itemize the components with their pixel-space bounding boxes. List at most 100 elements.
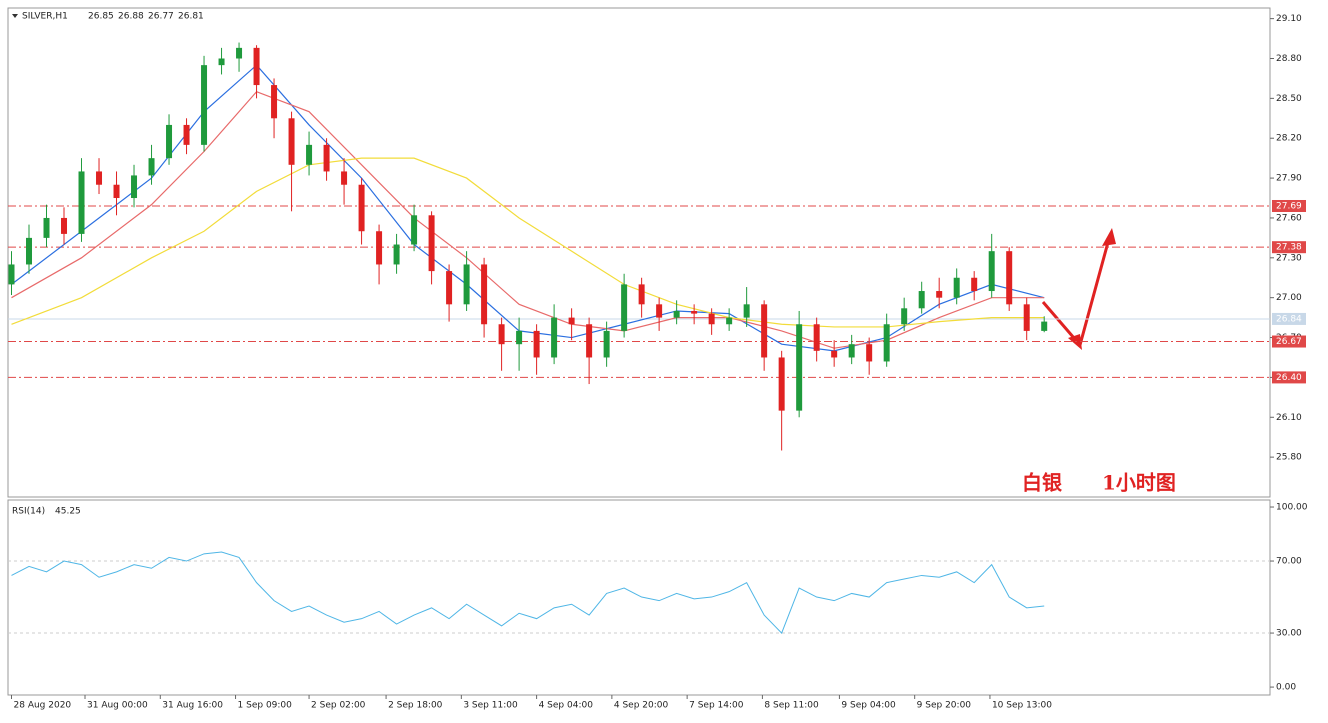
y-tick-label: 27.90	[1276, 174, 1302, 184]
candle-body	[306, 144, 313, 165]
candle	[201, 55, 208, 152]
candle	[971, 271, 978, 301]
candle	[796, 310, 803, 418]
candle	[936, 277, 943, 309]
candle-body	[691, 310, 698, 314]
candle	[166, 114, 173, 165]
header-low: 26.77	[148, 12, 174, 22]
y-tick-label: 28.20	[1276, 134, 1302, 144]
x-tick-label: 31 Aug 00:00	[87, 701, 148, 711]
menu-arrow[interactable]	[12, 14, 18, 18]
level-tag	[1272, 241, 1306, 254]
candle-body	[78, 171, 85, 234]
level-tag	[1272, 371, 1306, 384]
main-panel	[7, 7, 1271, 498]
candle	[428, 211, 435, 285]
x-tick-label: 2 Sep 02:00	[311, 701, 366, 711]
moving-average	[11, 91, 1045, 349]
candle-body	[533, 330, 540, 358]
candle-body	[708, 313, 715, 325]
rsi-tick-label: 0.00	[1276, 683, 1296, 693]
header-close: 26.81	[178, 12, 204, 22]
candle-body	[463, 264, 470, 305]
candle-body	[96, 171, 103, 185]
x-tick-label: 28 Aug 2020	[14, 701, 72, 711]
header-high: 26.88	[118, 12, 144, 22]
x-tick-label: 31 Aug 16:00	[162, 701, 223, 711]
candle	[621, 273, 628, 338]
candle	[393, 233, 400, 274]
x-tick-label: 7 Sep 14:00	[689, 701, 744, 711]
candle-body	[201, 65, 208, 145]
candle	[183, 118, 190, 155]
candle	[26, 224, 33, 274]
y-tick-label: 27.30	[1276, 253, 1302, 263]
candle-body	[971, 277, 978, 292]
current-price-label: 26.84	[1276, 314, 1302, 324]
y-tick-label: 27.60	[1276, 213, 1302, 223]
candle-body	[218, 58, 225, 66]
candle-body	[586, 324, 593, 358]
candle-body	[743, 304, 750, 318]
candle	[498, 317, 505, 371]
candle-body	[113, 184, 120, 199]
candle	[148, 144, 155, 185]
symbol: SILVER,H1	[22, 12, 68, 22]
rsi-value: 45.25	[55, 507, 81, 517]
candle-body	[551, 317, 558, 358]
candle-body	[516, 330, 523, 345]
candle-body	[761, 304, 768, 358]
rsi-tick-label: 70.00	[1276, 557, 1302, 567]
candle-body	[901, 308, 908, 325]
candle-body	[621, 284, 628, 331]
candle	[603, 321, 610, 367]
rsi-tick-label: 30.00	[1276, 629, 1302, 639]
candle-body	[131, 175, 138, 199]
candle	[411, 204, 418, 252]
candle	[43, 204, 50, 248]
candle-body	[673, 310, 680, 318]
level-label: 27.69	[1276, 201, 1302, 211]
candle-body	[481, 264, 488, 325]
candle-body	[376, 231, 383, 265]
candle-body	[603, 330, 610, 358]
candle	[551, 304, 558, 365]
rsi-label: RSI(14)	[12, 507, 45, 517]
candle-body	[341, 171, 348, 185]
candle	[1041, 316, 1048, 333]
candle-body	[726, 317, 733, 325]
candle-body	[883, 324, 890, 362]
candle	[831, 340, 838, 367]
rsi-line	[11, 551, 1045, 634]
x-tick-label: 4 Sep 04:00	[539, 701, 594, 711]
candle	[568, 308, 575, 341]
candle	[813, 317, 820, 362]
current-price-tag	[1272, 312, 1306, 325]
candle-body	[936, 291, 943, 298]
candle-body	[1023, 304, 1030, 331]
candle	[778, 350, 785, 451]
rsi-panel	[7, 499, 1271, 696]
candle-body	[288, 118, 295, 165]
candle-body	[778, 357, 785, 411]
candle	[1006, 247, 1013, 311]
candle	[236, 42, 243, 72]
y-tick-label: 28.80	[1276, 54, 1302, 64]
candle-body	[8, 264, 15, 285]
candle	[743, 287, 750, 327]
rsi-tick-label: 100.00	[1276, 503, 1308, 513]
candle	[953, 268, 960, 305]
candle	[673, 300, 680, 325]
candle-body	[358, 184, 365, 232]
candle	[96, 158, 103, 195]
candle-body	[323, 144, 330, 172]
x-tick-label: 2 Sep 18:00	[388, 701, 443, 711]
level-tag	[1272, 335, 1306, 348]
candle-body	[411, 215, 418, 245]
candle	[446, 264, 453, 322]
candle-body	[271, 85, 278, 119]
candle	[918, 281, 925, 314]
